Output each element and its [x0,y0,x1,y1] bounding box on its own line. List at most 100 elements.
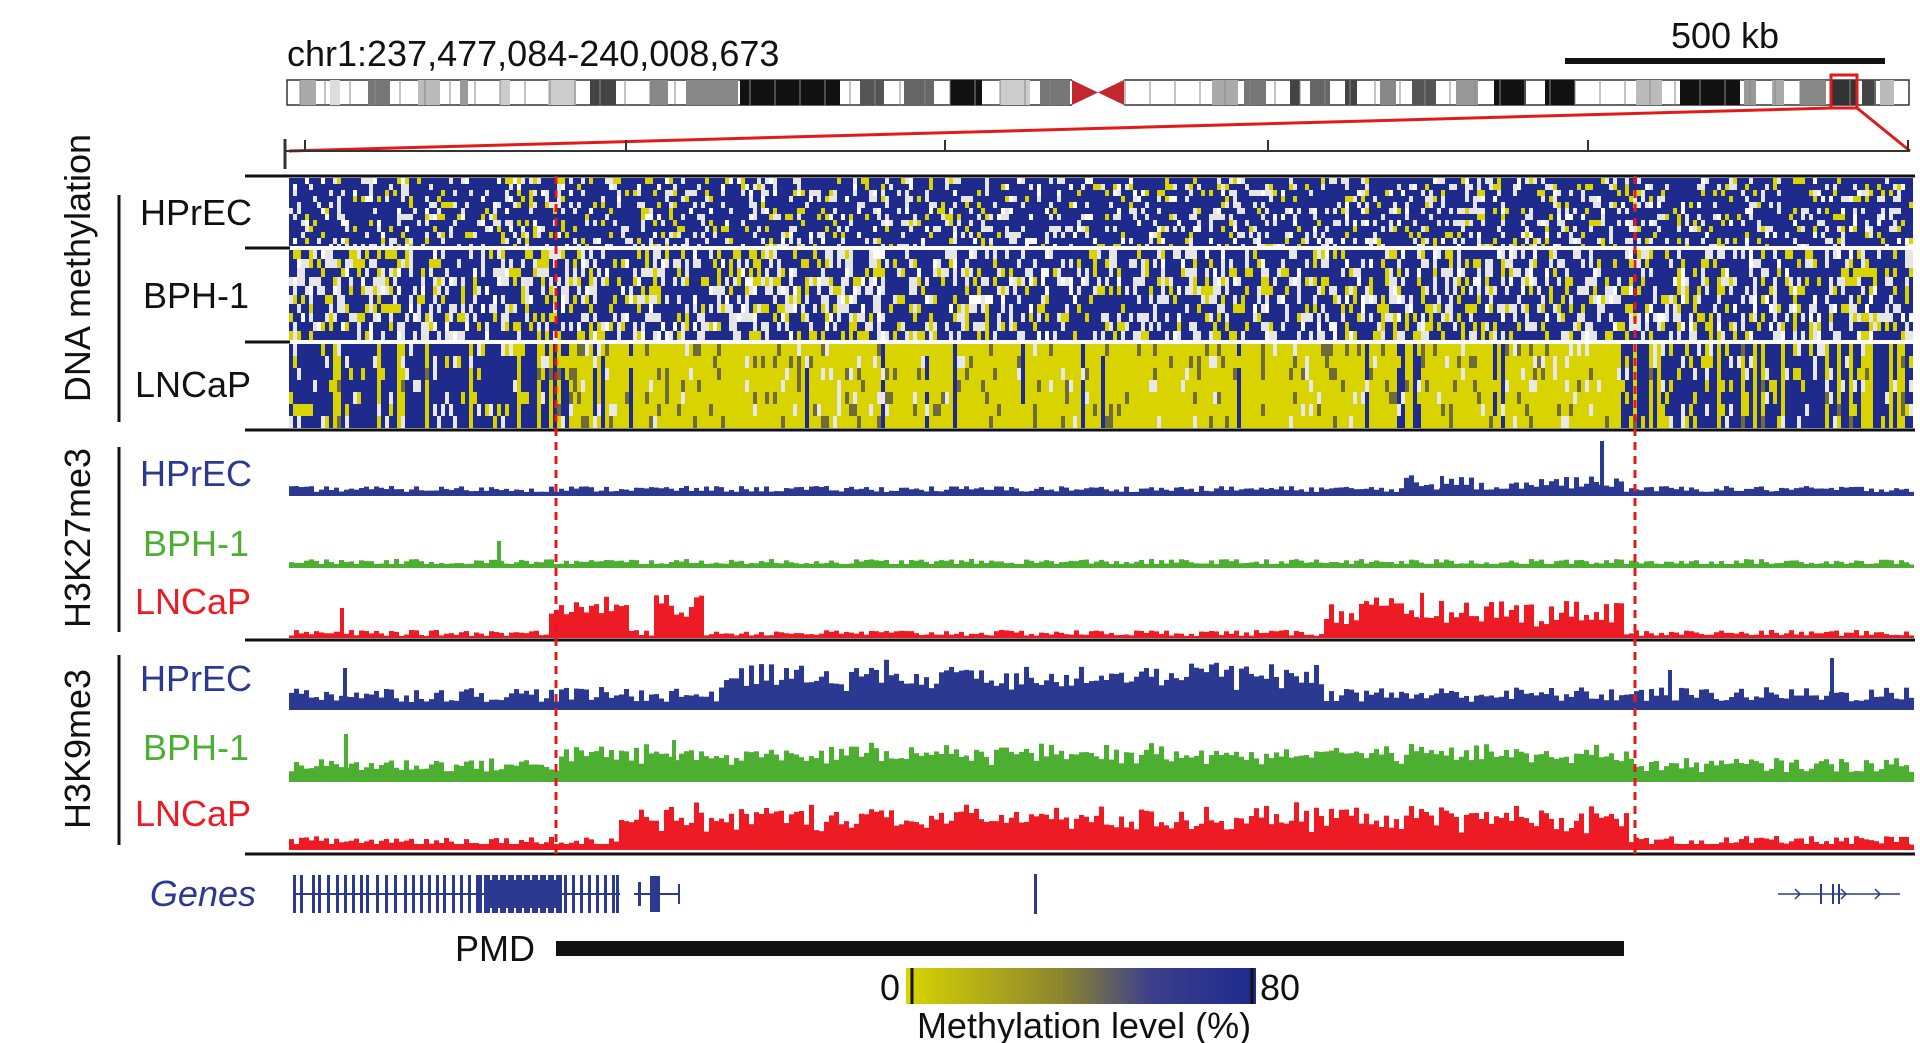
heatmap-cell [873,202,877,208]
heatmap-cell [761,190,765,196]
heatmap-cell [305,202,309,208]
heatmap-cell [1281,220,1285,226]
heatmap-cell [1765,196,1769,202]
heatmap-cell [1797,220,1801,226]
heatmap-cell [625,226,629,232]
heatmap-cell [853,178,857,184]
heatmap-cell [449,214,453,220]
heatmap-cell [353,232,357,238]
heatmap-cell [1869,220,1873,226]
heatmap-cell [1217,184,1221,190]
heatmap-cell [1181,202,1185,208]
ideogram-band [1494,80,1526,105]
heatmap-cell [897,202,901,208]
heatmap-cell [401,196,405,202]
heatmap-cell [313,208,317,214]
heatmap-cell [1377,208,1381,214]
heatmap-cell [1365,202,1369,208]
heatmap-cell [773,196,777,202]
heatmap-cell [1129,214,1133,220]
heatmap-cell [1657,178,1661,184]
heatmap-cell [333,226,337,232]
heatmap-cell [301,238,305,244]
heatmap-cell [305,208,309,214]
heatmap-cell [1361,178,1365,184]
heatmap-cell [777,202,781,208]
heatmap-cell [333,220,337,226]
heatmap-cell [1805,178,1809,184]
heatmap-cell [689,208,693,214]
heatmap-cell [981,220,985,226]
heatmap-cell [1225,196,1229,202]
heatmap-cell [901,238,905,244]
heatmap-cell [573,214,577,220]
heatmap-cell [1605,196,1609,202]
heatmap-cell [1105,178,1109,184]
heatmap-cell [1117,178,1121,184]
heatmap-cell [1289,232,1293,238]
heatmap-cell [1073,184,1077,190]
heatmap-cell [1433,190,1437,196]
heatmap-cell [1285,232,1289,238]
heatmap-cell [905,184,909,190]
heatmap-cell [493,226,497,232]
heatmap-cell [1709,244,1713,246]
heatmap-cell [289,295,293,304]
heatmap-cell [1737,244,1741,246]
heatmap-cell [1009,244,1013,246]
heatmap-cell [337,238,341,244]
heatmap-cell [1041,190,1045,196]
heatmap-cell [549,214,553,220]
heatmap-cell [1397,226,1401,232]
heatmap-cell [1625,184,1629,190]
heatmap-cell [557,178,561,184]
heatmap-cell [393,214,397,220]
heatmap-cell [1341,214,1345,220]
heatmap-cell [673,226,677,232]
heatmap-cell [929,190,933,196]
heatmap-cell [1653,190,1657,196]
heatmap-cell [297,244,301,246]
heatmap-cell [1585,202,1589,208]
heatmap-cell [1769,178,1773,184]
heatmap-cell [841,208,845,214]
heatmap-cell [581,244,585,246]
heatmap-cell [1489,232,1493,238]
heatmap-cell [1105,196,1109,202]
heatmap-cell [401,238,405,244]
heatmap-cell [1837,214,1841,220]
heatmap-cell [297,196,301,202]
heatmap-cell [1521,232,1525,238]
heatmap-cell [1465,232,1469,238]
heatmap-cell [1277,226,1281,232]
heatmap-cell [1353,178,1357,184]
heatmap-cell [709,202,713,208]
heatmap-cell [509,244,513,246]
heatmap-cell [429,208,433,214]
heatmap-cell [561,238,565,244]
heatmap-cell [1429,190,1433,196]
heatmap-cell [1017,226,1021,232]
heatmap-cell [1153,178,1157,184]
heatmap-cell [1861,196,1865,202]
heatmap-cell [629,178,633,184]
heatmap-cell [1565,190,1569,196]
heatmap-cell [777,190,781,196]
heatmap-cell [961,184,965,190]
heatmap-cell [1749,178,1753,184]
heatmap-cell [1541,178,1545,184]
heatmap-cell [729,202,733,208]
heatmap-cell [1265,190,1269,196]
heatmap-cell [577,220,581,226]
heatmap-cell [1701,226,1705,232]
heatmap-cell [1065,238,1069,244]
heatmap-cell [913,226,917,232]
heatmap-cell [1809,202,1813,208]
heatmap-cell [421,244,425,246]
heatmap-cell [1165,178,1169,184]
heatmap-cell [641,196,645,202]
heatmap-cell [1669,238,1673,244]
heatmap-cell [997,238,1001,244]
heatmap-cell [1517,238,1521,244]
heatmap-cell [1053,202,1057,208]
